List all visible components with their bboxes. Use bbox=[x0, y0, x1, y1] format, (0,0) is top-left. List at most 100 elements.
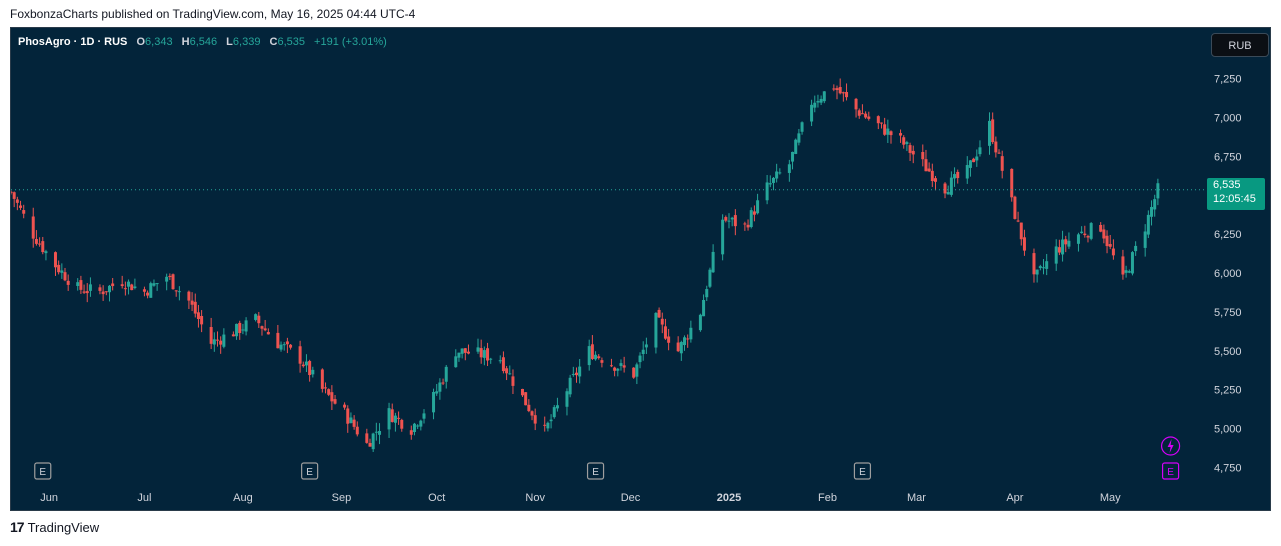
candle-body bbox=[343, 404, 347, 408]
earnings-label: E bbox=[1167, 467, 1174, 478]
candle-body bbox=[60, 270, 64, 273]
candle-body bbox=[679, 341, 683, 354]
candle-body bbox=[638, 355, 642, 363]
candle-body bbox=[257, 315, 261, 324]
candle-body bbox=[146, 292, 150, 296]
earnings-icon[interactable] bbox=[1161, 462, 1180, 480]
candle-body bbox=[791, 151, 795, 162]
candle-body bbox=[174, 290, 178, 292]
candle-body bbox=[498, 360, 502, 362]
candle-body bbox=[908, 145, 912, 153]
candle-body bbox=[53, 252, 57, 268]
candle-body bbox=[1099, 224, 1103, 232]
earnings-icon[interactable] bbox=[586, 462, 605, 480]
candle-body bbox=[289, 344, 293, 348]
candle-body bbox=[794, 139, 798, 154]
symbol-name[interactable]: PhosAgro · 1D · RUS bbox=[18, 36, 128, 48]
candle-body bbox=[657, 309, 661, 318]
candle-body bbox=[422, 413, 426, 419]
candle-body bbox=[883, 124, 887, 135]
candle-body bbox=[1153, 199, 1157, 210]
candle-body bbox=[327, 389, 331, 395]
low-label: L bbox=[226, 36, 233, 48]
x-tick-label: 2025 bbox=[717, 492, 741, 504]
candle-body bbox=[530, 411, 534, 416]
y-tick-label: 5,750 bbox=[1214, 307, 1242, 319]
earnings-icon[interactable] bbox=[34, 462, 52, 480]
candle-body bbox=[822, 91, 826, 102]
candle-body bbox=[600, 360, 604, 363]
candle-body bbox=[1150, 206, 1154, 217]
candle-body bbox=[546, 422, 550, 429]
candle-body bbox=[921, 152, 925, 160]
currency-button[interactable]: RUB bbox=[1211, 33, 1269, 57]
time-axis[interactable]: Jun Jul Aug Sep Oct Nov Dec 2025 Feb Mar Apr May bbox=[40, 492, 1121, 504]
price-axis[interactable]: 4,7505,0005,2505,5005,7506,0006,2506,500… bbox=[1214, 74, 1242, 475]
tradingview-footer[interactable]: 17 TradingView bbox=[10, 519, 99, 535]
open-label: O bbox=[136, 36, 146, 48]
candle-body bbox=[1146, 214, 1150, 235]
candle-body bbox=[489, 358, 493, 360]
earnings-icon[interactable] bbox=[301, 462, 319, 480]
x-tick-label: Sep bbox=[332, 492, 352, 504]
candle-body bbox=[378, 430, 382, 435]
candle-body bbox=[216, 339, 220, 341]
candle-body bbox=[444, 366, 448, 382]
candle-body bbox=[409, 430, 413, 435]
candle-body bbox=[975, 156, 979, 161]
change-value: +191 (+3.01%) bbox=[314, 36, 387, 48]
candle-body bbox=[667, 336, 671, 343]
candle-body bbox=[1105, 235, 1109, 247]
candle-body bbox=[810, 104, 814, 122]
candle-body bbox=[308, 361, 312, 376]
y-tick-label: 5,000 bbox=[1214, 424, 1242, 436]
candle-body bbox=[1067, 240, 1071, 247]
candle-body bbox=[11, 191, 13, 193]
candle-body bbox=[886, 128, 890, 135]
candle-body bbox=[76, 282, 80, 286]
x-tick-label: Feb bbox=[818, 492, 837, 504]
candle-body bbox=[263, 328, 267, 331]
chart-panel[interactable]: PhosAgro · 1D · RUS O6,343 H6,546 L6,339… bbox=[10, 27, 1271, 511]
candle-body bbox=[533, 415, 537, 424]
earnings-icon[interactable] bbox=[853, 462, 872, 480]
candle-body bbox=[1013, 196, 1017, 219]
candle-body bbox=[702, 299, 706, 317]
candle-body bbox=[393, 415, 397, 423]
candle-body bbox=[486, 348, 490, 361]
candle-body bbox=[397, 417, 401, 419]
candle-body bbox=[689, 327, 693, 340]
candle-body bbox=[972, 158, 976, 163]
x-tick-label: Oct bbox=[428, 492, 445, 504]
candle-body bbox=[57, 264, 61, 273]
candlestick-chart[interactable]: 4,7505,0005,2505,5005,7506,0006,2506,500… bbox=[11, 28, 1270, 510]
x-tick-label: Jul bbox=[137, 492, 151, 504]
candle-body bbox=[152, 283, 156, 286]
candle-body bbox=[44, 251, 48, 254]
candle-body bbox=[1022, 237, 1026, 251]
candle-body bbox=[454, 356, 458, 368]
candle-body bbox=[800, 122, 804, 132]
candle-body bbox=[212, 339, 216, 345]
candle-body bbox=[994, 141, 998, 153]
candle-body bbox=[441, 382, 445, 384]
candle-body bbox=[930, 170, 934, 182]
candle-body bbox=[333, 399, 337, 404]
candle-body bbox=[260, 326, 264, 329]
candle-body bbox=[568, 377, 572, 395]
candle-body bbox=[816, 101, 820, 103]
candle-body bbox=[330, 392, 334, 402]
candle-body bbox=[304, 361, 308, 366]
candle-body bbox=[127, 281, 131, 287]
candle-body bbox=[832, 88, 836, 90]
x-tick-label: Jun bbox=[40, 492, 58, 504]
lightning-icon[interactable] bbox=[1160, 436, 1181, 456]
lightning-bolt-shape bbox=[1167, 439, 1174, 453]
candle-body bbox=[38, 243, 42, 245]
candle-body bbox=[1080, 231, 1084, 234]
y-tick-label: 7,250 bbox=[1214, 74, 1242, 86]
candle-body bbox=[222, 334, 226, 347]
candle-body bbox=[775, 171, 779, 179]
candle-body bbox=[142, 289, 146, 292]
